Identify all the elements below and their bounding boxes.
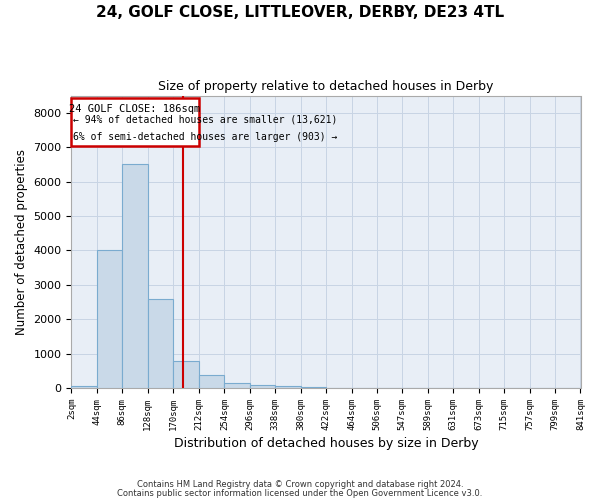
Text: 6% of semi-detached houses are larger (903) →: 6% of semi-detached houses are larger (9…	[73, 132, 338, 142]
Bar	[224, 383, 250, 388]
Bar	[199, 375, 224, 388]
Bar	[97, 250, 122, 388]
Bar	[301, 387, 326, 388]
Text: Contains HM Land Registry data © Crown copyright and database right 2024.: Contains HM Land Registry data © Crown c…	[137, 480, 463, 489]
Bar	[148, 298, 173, 388]
Bar	[71, 386, 97, 388]
Y-axis label: Number of detached properties: Number of detached properties	[15, 149, 28, 335]
Text: ← 94% of detached houses are smaller (13,621): ← 94% of detached houses are smaller (13…	[73, 115, 338, 125]
Bar	[250, 386, 275, 388]
Text: 24 GOLF CLOSE: 186sqm: 24 GOLF CLOSE: 186sqm	[70, 104, 201, 114]
Text: 24, GOLF CLOSE, LITTLEOVER, DERBY, DE23 4TL: 24, GOLF CLOSE, LITTLEOVER, DERBY, DE23 …	[96, 5, 504, 20]
Bar	[275, 386, 301, 388]
Bar	[173, 360, 199, 388]
X-axis label: Distribution of detached houses by size in Derby: Distribution of detached houses by size …	[173, 437, 478, 450]
FancyBboxPatch shape	[71, 98, 199, 146]
Title: Size of property relative to detached houses in Derby: Size of property relative to detached ho…	[158, 80, 494, 93]
Text: Contains public sector information licensed under the Open Government Licence v3: Contains public sector information licen…	[118, 490, 482, 498]
Bar	[122, 164, 148, 388]
